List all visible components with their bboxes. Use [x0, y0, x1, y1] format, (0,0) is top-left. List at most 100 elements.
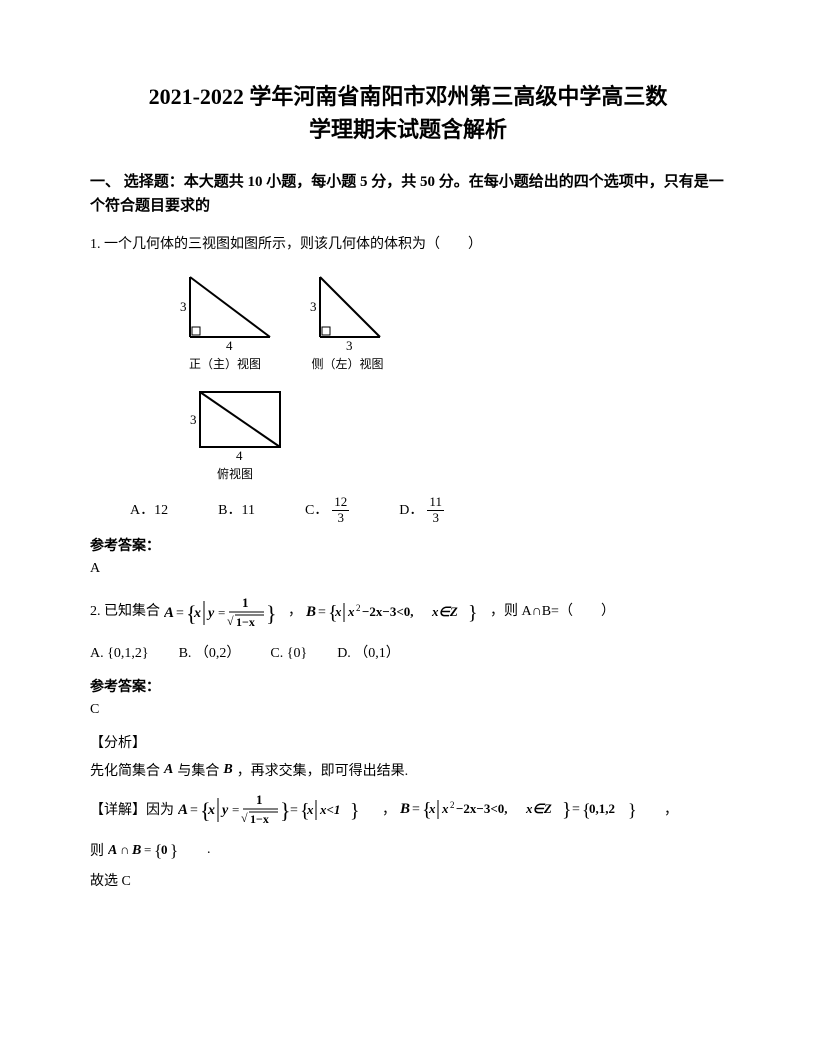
svg-text:1: 1: [256, 792, 263, 807]
detail-set-a: A = { x y = 1 √ 1−x } = { x x<1 }: [178, 788, 378, 830]
svg-text:√: √: [227, 614, 234, 628]
page-title: 2021-2022 学年河南省南阳市邓州第三高级中学高三数 学理期末试题含解析: [90, 80, 726, 146]
detail-comma-2: ，: [664, 799, 678, 819]
svg-text:x<1: x<1: [319, 802, 340, 817]
q2-options: A. {0,1,2} B. （0,2） C. {0} D. （0,1）: [90, 641, 726, 666]
q1-options: A．12 B．11 C． 12 3 D． 11 3: [130, 495, 726, 525]
svg-text:2: 2: [450, 800, 455, 810]
svg-text:x: x: [193, 606, 201, 621]
svg-text:=: =: [176, 606, 184, 621]
side-w-label: 3: [346, 338, 353, 352]
analysis-post: ，再求交集，即可得出结果.: [237, 760, 409, 780]
q2-option-c: C. {0}: [270, 641, 307, 666]
q2-comma-1: ，: [288, 599, 302, 624]
svg-text:A: A: [108, 843, 117, 858]
svg-text:y: y: [206, 606, 215, 621]
front-h-label: 3: [180, 299, 187, 314]
svg-text:x: x: [207, 803, 215, 818]
svg-text:}: }: [562, 799, 572, 821]
svg-text:1−x: 1−x: [250, 812, 269, 826]
q1-answer: A: [90, 561, 726, 577]
svg-text:x∈Z: x∈Z: [431, 604, 458, 619]
svg-text:1: 1: [242, 595, 249, 610]
intersection-expr: A ∩ B = { 0 }: [108, 838, 203, 862]
svg-text:}: }: [468, 602, 478, 624]
side-view-label: 侧（左）视图: [311, 354, 383, 376]
q1-c-prefix: C．: [305, 498, 328, 523]
q2-option-d: D. （0,1）: [337, 641, 400, 666]
q2-detail-line: 【详解】因为 A = { x y = 1 √ 1−x } = { x x<1 }…: [90, 788, 726, 830]
svg-text:A: A: [164, 605, 174, 621]
svg-text:}: }: [280, 798, 291, 823]
svg-text:}: }: [628, 800, 637, 820]
top-view-block: 3 4 俯视图: [180, 382, 290, 486]
q1-d-den: 3: [430, 511, 441, 525]
q1-figure: 3 4 正（主）视图 3 3 侧（左）视图: [170, 267, 726, 485]
svg-text:=: =: [232, 802, 239, 817]
q1-c-num: 12: [332, 495, 349, 510]
analysis-set-a: A: [164, 762, 173, 778]
svg-text:B: B: [131, 843, 141, 858]
front-view-label: 正（主）视图: [189, 354, 261, 376]
period: .: [207, 842, 211, 858]
side-view-svg: 3 3: [300, 267, 395, 352]
svg-text:}: }: [350, 800, 360, 822]
svg-text:=: =: [190, 803, 198, 818]
q2-prefix: 2. 已知集合: [90, 599, 160, 624]
svg-text:=: =: [218, 605, 225, 620]
svg-text:=: =: [290, 803, 298, 818]
svg-text:B: B: [400, 801, 410, 817]
svg-text:1−x: 1−x: [236, 615, 255, 629]
top-w-label: 4: [236, 448, 243, 462]
q2-option-b: B. （0,2）: [179, 641, 241, 666]
svg-text:0: 0: [161, 842, 168, 857]
q2-option-a: A. {0,1,2}: [90, 641, 149, 666]
front-view-block: 3 4 正（主）视图: [170, 267, 280, 376]
top-view-svg: 3 4: [180, 382, 290, 462]
q1-d-prefix: D．: [399, 498, 423, 523]
svg-text:y: y: [220, 803, 229, 818]
svg-text:B: B: [306, 604, 316, 620]
analysis-mid: 与集合: [177, 760, 219, 780]
svg-text:x: x: [306, 802, 314, 817]
svg-text:−2x−3<0,: −2x−3<0,: [456, 801, 507, 816]
section-1-header: 一、 选择题：本大题共 10 小题，每小题 5 分，共 50 分。在每小题给出的…: [90, 170, 726, 218]
question-1: 1. 一个几何体的三视图如图所示，则该几何体的体积为（ ） 3 4 正（主）视图: [90, 232, 726, 525]
side-h-label: 3: [310, 299, 317, 314]
front-view-svg: 3 4: [170, 267, 280, 352]
q1-c-den: 3: [336, 511, 347, 525]
q1-option-b: B．11: [218, 498, 255, 523]
q1-option-a: A．12: [130, 498, 168, 523]
svg-text:A: A: [178, 802, 188, 818]
svg-text:=: =: [572, 802, 580, 817]
q2-set-a-expr: A = { x y = 1 √ 1−x }: [164, 591, 284, 633]
detail-label: 【详解】因为: [90, 799, 174, 819]
question-2: 2. 已知集合 A = { x y = 1 √ 1−x } ， B = { x …: [90, 591, 726, 666]
svg-text:=: =: [144, 842, 151, 857]
q2-text-line: 2. 已知集合 A = { x y = 1 √ 1−x } ， B = { x …: [90, 591, 726, 633]
top-h-label: 3: [190, 412, 197, 427]
svg-text:x∈Z: x∈Z: [525, 801, 552, 816]
q2-analysis-label: 【分析】: [90, 732, 726, 752]
top-view-label: 俯视图: [217, 464, 253, 486]
q2-conclusion: 故选 C: [90, 870, 726, 890]
title-line-1: 2021-2022 学年河南省南阳市邓州第三高级中学高三数: [149, 84, 668, 109]
q1-answer-label: 参考答案：: [90, 535, 726, 555]
svg-text:}: }: [266, 601, 277, 626]
svg-text:}: }: [170, 841, 178, 860]
front-w-label: 4: [226, 338, 233, 352]
analysis-pre: 先化简集合: [90, 760, 160, 780]
q1-option-d: D． 11 3: [399, 495, 444, 525]
svg-text:2: 2: [356, 603, 361, 613]
q1-d-num: 11: [427, 495, 444, 510]
svg-text:∩: ∩: [120, 842, 129, 857]
svg-text:x: x: [334, 604, 342, 619]
q1-option-c: C． 12 3: [305, 495, 349, 525]
q2-suffix: ，则 A∩B=（ ）: [490, 599, 615, 624]
analysis-set-b: B: [223, 762, 232, 778]
detail-comma-1: ，: [382, 799, 396, 819]
svg-text:0,1,2: 0,1,2: [589, 801, 615, 816]
svg-text:−2x−3<0,: −2x−3<0,: [362, 604, 413, 619]
then-label: 则: [90, 840, 104, 860]
q2-answer-label: 参考答案：: [90, 676, 726, 696]
